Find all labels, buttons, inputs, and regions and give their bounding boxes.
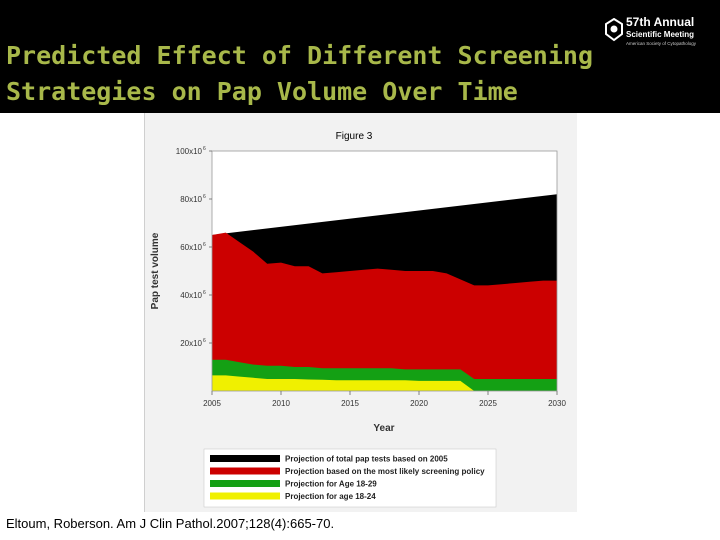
slide-title: Predicted Effect of Different Screening … xyxy=(6,41,593,106)
area-projection-based-on-the-most-likely-screening-policy xyxy=(212,232,557,391)
logo-mark-icon xyxy=(605,18,623,42)
x-tick-label: 2010 xyxy=(272,399,290,408)
legend-label: Projection based on the most likely scre… xyxy=(285,467,485,476)
area-series-group xyxy=(212,194,557,391)
y-tick-exponent: 6 xyxy=(203,242,206,248)
area-projection-for-age-18-24 xyxy=(212,375,488,391)
citation: Eltoum, Roberson. Am J Clin Pathol.2007;… xyxy=(6,516,335,531)
x-tick-label: 2030 xyxy=(548,399,566,408)
legend-swatch xyxy=(210,492,280,500)
x-tick-label: 2020 xyxy=(410,399,428,408)
x-tick-label: 2025 xyxy=(479,399,497,408)
x-axis-ticks: 2005 2010 2015 2020 2025 2030 xyxy=(203,391,566,408)
logo-line-2: Scientific Meeting xyxy=(626,30,695,39)
legend-swatch xyxy=(210,455,280,462)
conference-logo: 57th Annual Scientific Meeting American … xyxy=(604,14,714,48)
y-tick-exponent: 6 xyxy=(203,290,206,296)
x-tick-label: 2005 xyxy=(203,399,221,408)
y-tick-exponent: 6 xyxy=(203,194,206,200)
y-axis-label: Pap test volume xyxy=(150,232,161,309)
y-tick-label: 100x10 xyxy=(176,147,203,156)
chart-title: Figure 3 xyxy=(336,131,373,142)
y-tick-exponent: 6 xyxy=(203,338,206,344)
legend-label: Projection for Age 18-29 xyxy=(285,480,377,489)
slide-header: Predicted Effect of Different Screening … xyxy=(0,0,720,113)
x-tick-label: 2015 xyxy=(341,399,359,408)
y-tick-exponent: 6 xyxy=(203,146,206,152)
y-tick-label: 40x10 xyxy=(180,291,202,300)
plot-frame xyxy=(211,150,558,392)
y-tick-label: 80x10 xyxy=(180,195,202,204)
logo-line-1: 57th Annual xyxy=(626,15,695,29)
x-axis-label: Year xyxy=(373,423,394,434)
y-tick-label: 60x10 xyxy=(180,243,202,252)
legend-label: Projection of total pap tests based on 2… xyxy=(285,455,448,464)
y-tick-label: 20x10 xyxy=(180,339,202,348)
chart-legend: Projection of total pap tests based on 2… xyxy=(203,448,497,508)
logo-line-3: American Society of Cytopathology xyxy=(626,41,697,46)
legend-label: Projection for age 18-24 xyxy=(285,492,376,501)
legend-swatch xyxy=(210,480,280,487)
legend-swatch xyxy=(210,467,280,475)
